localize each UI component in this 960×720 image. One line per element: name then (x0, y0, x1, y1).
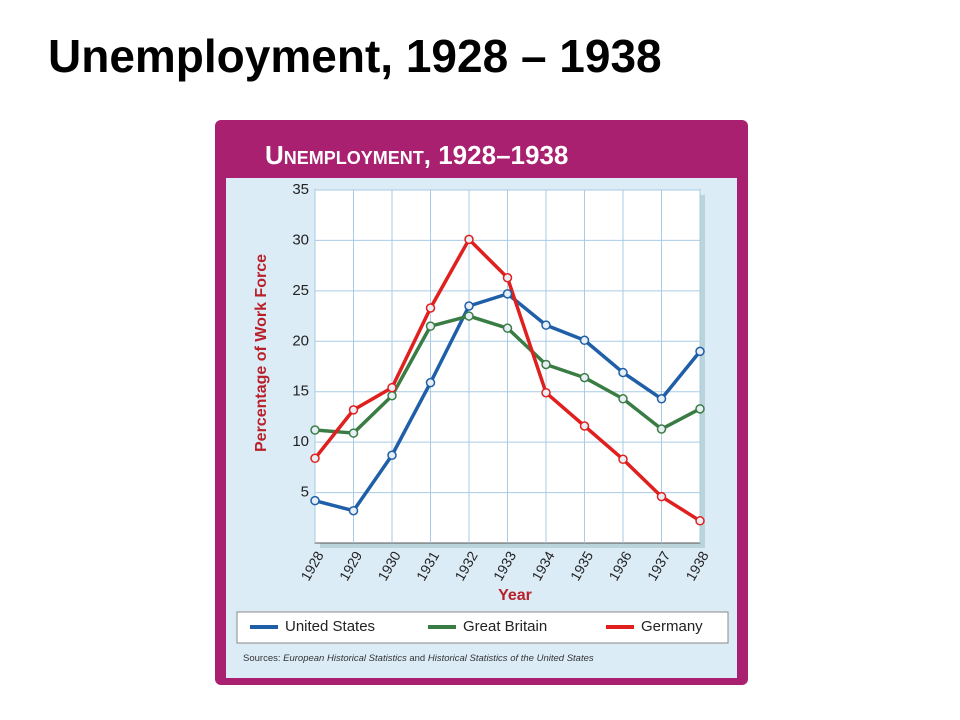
data-point (695, 516, 705, 526)
data-point (618, 454, 628, 465)
data-point (656, 394, 667, 404)
x-axis-label: Year (498, 587, 532, 604)
data-point (695, 404, 705, 414)
slide-title: Unemployment, 1928 – 1938 (48, 30, 662, 82)
y-tick-label: 35 (292, 181, 309, 198)
source-part: and (409, 653, 425, 664)
data-point (579, 421, 590, 431)
data-point (502, 272, 513, 283)
data-point (541, 320, 551, 330)
data-point (387, 390, 397, 401)
data-point (579, 372, 590, 383)
data-point (618, 394, 628, 404)
data-point (310, 495, 320, 506)
data-point (387, 382, 397, 393)
data-point (541, 359, 551, 370)
chart-title: Unemployment, 1928–1938 (265, 140, 568, 170)
data-point (541, 387, 551, 398)
y-tick-label: 10 (292, 433, 309, 450)
legend-label: Germany (641, 618, 703, 635)
data-point (387, 450, 397, 461)
data-point (502, 323, 513, 333)
data-point (425, 303, 436, 313)
data-point (502, 289, 513, 299)
data-point (348, 405, 359, 415)
data-point (464, 311, 474, 321)
legend-label: United States (285, 618, 375, 635)
legend-label: Great Britain (463, 618, 547, 635)
y-tick-label: 25 (292, 282, 309, 299)
data-point (310, 453, 320, 464)
data-point (310, 425, 320, 435)
data-point (656, 424, 667, 434)
y-tick-label: 30 (292, 231, 309, 248)
source-part: European Historical Statistics (283, 653, 407, 664)
data-point (348, 505, 359, 516)
data-point (695, 346, 705, 357)
source-note: Sources: European Historical Statistics … (243, 653, 594, 664)
data-point (425, 377, 436, 388)
y-tick-label: 15 (292, 383, 309, 400)
legend-box (236, 611, 729, 644)
data-point (425, 321, 436, 331)
data-point (464, 234, 474, 245)
data-point (464, 301, 474, 311)
data-point (656, 491, 667, 502)
data-point (579, 335, 590, 346)
y-axis-label: Percentage of Work Force (253, 254, 270, 452)
data-point (348, 428, 359, 438)
data-point (618, 367, 628, 378)
source-part: Historical Statistics of the United Stat… (428, 653, 594, 664)
y-tick-label: 20 (292, 332, 309, 349)
source-part: Sources: (243, 653, 281, 664)
y-tick-label: 5 (301, 484, 309, 501)
